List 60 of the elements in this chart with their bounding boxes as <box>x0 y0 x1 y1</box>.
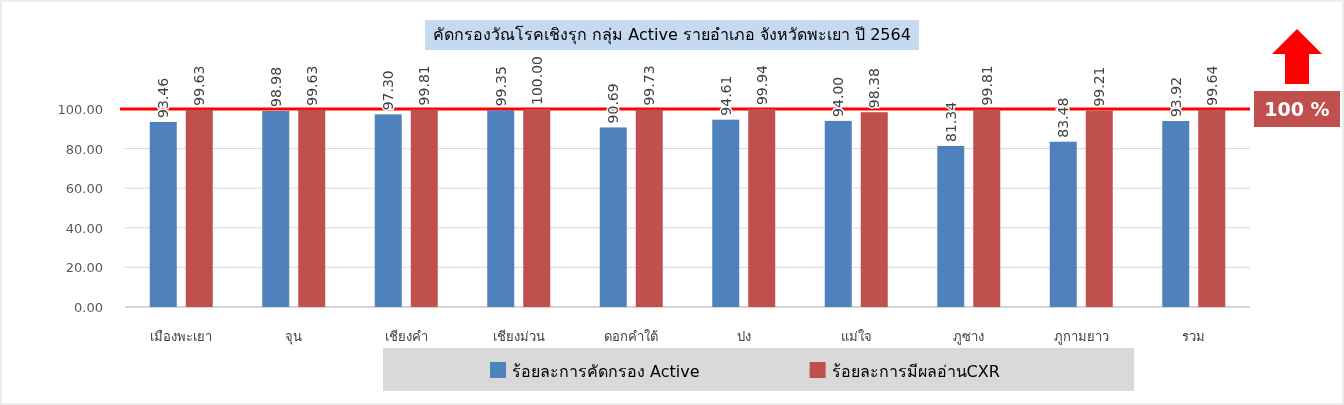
data-label: 99.35 <box>492 66 509 107</box>
y-tick-label: 20.00 <box>65 260 103 276</box>
data-label: 94.00 <box>830 76 847 117</box>
bar <box>824 120 852 307</box>
data-label: 99.63 <box>303 65 320 106</box>
data-label: 93.92 <box>1167 76 1184 118</box>
y-tick-label: 80.00 <box>65 141 103 157</box>
data-label: 94.61 <box>717 75 734 116</box>
data-label: 81.34 <box>942 101 959 142</box>
data-label: 93.46 <box>155 77 172 118</box>
bar <box>374 114 402 307</box>
x-tick-label: เชียงคำ <box>384 329 428 344</box>
bar <box>599 127 627 307</box>
y-tick-label: 0.00 <box>74 300 103 315</box>
x-tick-label: ปง <box>736 329 751 344</box>
x-tick-label: ภูซาง <box>953 329 985 345</box>
x-tick-label: ดอกคำใต้ <box>604 329 659 344</box>
y-tick-label: 100.00 <box>57 102 103 117</box>
y-tick-label: 40.00 <box>65 220 103 236</box>
bar <box>410 109 438 307</box>
x-tick-label: แม่ใจ <box>840 329 872 344</box>
bar <box>712 119 740 307</box>
bar <box>973 109 1001 307</box>
bar <box>635 109 663 307</box>
bar <box>1085 110 1113 307</box>
data-label: 99.73 <box>641 65 658 106</box>
bar <box>185 109 213 307</box>
bar <box>149 121 177 307</box>
bar <box>937 145 965 307</box>
chart-title: คัดกรองวัณโรคเชิงรุก กลุ่ม Active รายอำเภอ จังหวัดพะเยา ปี 2564 <box>433 25 911 45</box>
legend-label: ร้อยละการคัดกรอง Active <box>512 362 700 381</box>
data-label: 99.81 <box>416 65 433 106</box>
bar <box>748 109 776 307</box>
bar <box>1162 121 1190 307</box>
data-label: 98.38 <box>866 68 883 109</box>
data-label: 97.30 <box>380 70 397 111</box>
y-tick-label: 60.00 <box>65 181 103 197</box>
bar <box>298 109 326 307</box>
data-label: 99.81 <box>978 65 995 106</box>
x-tick-label: ภูกามยาว <box>1053 329 1109 345</box>
data-label: 99.64 <box>1203 65 1220 106</box>
data-label: 98.98 <box>267 66 284 108</box>
legend-label: ร้อยละการมีผลอ่านCXR <box>831 362 1000 381</box>
data-label: 99.63 <box>191 65 208 106</box>
data-label: 100.00 <box>528 56 545 105</box>
x-tick-label: จุน <box>285 329 303 345</box>
bar <box>1198 109 1226 307</box>
bar <box>860 112 888 307</box>
bar <box>487 110 515 307</box>
data-label: 99.21 <box>1091 66 1108 107</box>
x-tick-label: รวม <box>1182 329 1206 344</box>
data-label: 90.69 <box>605 83 622 124</box>
data-label: 83.48 <box>1055 97 1072 138</box>
bar <box>1049 141 1077 307</box>
x-tick-label: เชียงม่วน <box>492 329 545 344</box>
bar <box>262 111 290 307</box>
ref-line-label: 100 % <box>1264 98 1330 120</box>
bar <box>523 109 551 307</box>
x-tick-label: เมืองพะเยา <box>150 329 213 344</box>
data-label: 99.94 <box>753 64 770 106</box>
